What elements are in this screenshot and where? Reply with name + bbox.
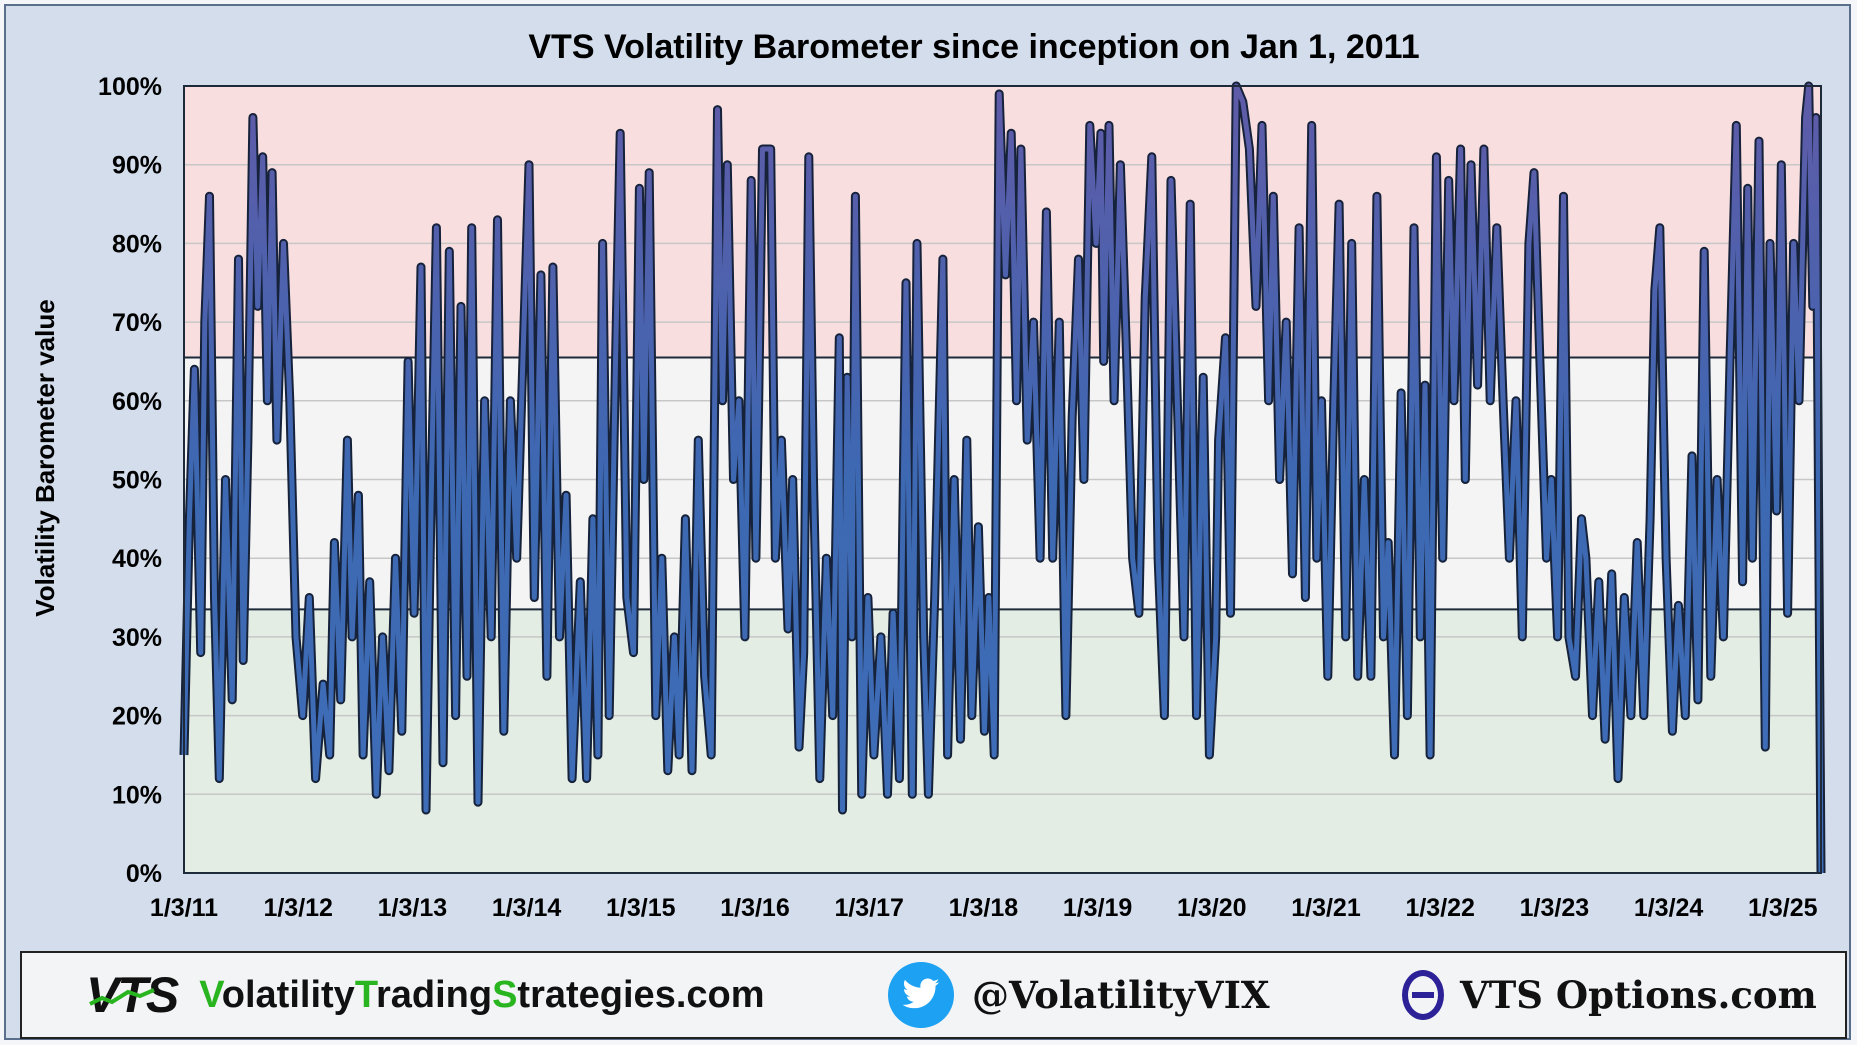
y-tick-label: 0%	[126, 860, 162, 888]
x-tick-label: 1/3/24	[1634, 894, 1704, 922]
y-tick-label: 40%	[112, 545, 162, 573]
x-tick-label: 1/3/11	[150, 894, 218, 922]
x-tick-label: 1/3/17	[834, 894, 904, 922]
twitter-bird-icon	[888, 962, 954, 1028]
x-tick-label: 1/3/20	[1177, 894, 1247, 922]
x-tick-label: 1/3/16	[720, 894, 790, 922]
y-tick-label: 80%	[112, 230, 162, 258]
x-tick-label: 1/3/18	[949, 894, 1019, 922]
x-tick-label: 1/3/21	[1291, 894, 1361, 922]
vts-logo-icon: VTS	[86, 967, 179, 1023]
site-brand[interactable]: VTS VolatilityTradingStrategies.com	[86, 953, 765, 1037]
x-tick-label: 1/3/23	[1520, 894, 1590, 922]
chart-frame: VTS Volatility Barometer since inception…	[4, 4, 1851, 1040]
twitter-link[interactable]: @VolatilityVIX	[888, 953, 1270, 1037]
x-tick-label: 1/3/22	[1405, 894, 1475, 922]
y-tick-label: 30%	[112, 624, 162, 652]
x-tick-label: 1/3/19	[1063, 894, 1133, 922]
options-link[interactable]: VTS Options.com	[1402, 953, 1817, 1037]
x-tick-label: 1/3/13	[378, 894, 448, 922]
theta-icon	[1402, 970, 1444, 1020]
x-tick-label: 1/3/25	[1748, 894, 1818, 922]
y-tick-label: 90%	[112, 152, 162, 180]
series-layer	[179, 81, 1826, 874]
x-tick-label: 1/3/14	[492, 894, 562, 922]
x-tick-label: 1/3/15	[606, 894, 676, 922]
footer-banner: VTS VolatilityTradingStrategies.com @Vol…	[20, 951, 1847, 1039]
y-tick-label: 70%	[112, 309, 162, 337]
plot-border	[183, 85, 1822, 874]
y-tick-label: 20%	[112, 703, 162, 731]
twitter-handle: @VolatilityVIX	[972, 973, 1270, 1017]
x-tick-labels: 1/3/11 1/3/12 1/3/13 1/3/14 1/3/15 1/3/16 1/3/…	[150, 894, 1818, 922]
chart: VTS Volatility Barometer since inception…	[30, 28, 1826, 922]
x-tick-label: 1/3/12	[263, 894, 333, 922]
y-tick-label: 100%	[98, 73, 162, 101]
y-axis-title: Volatility Barometer value	[30, 299, 60, 616]
site-link[interactable]: VolatilityTradingStrategies.com	[199, 973, 765, 1016]
chart-title: VTS Volatility Barometer since inception…	[528, 28, 1419, 66]
series-line-0	[181, 83, 1824, 874]
y-tick-label: 50%	[112, 467, 162, 495]
y-tick-label: 60%	[112, 388, 162, 416]
y-tick-labels: 0% 10% 20% 30% 40% 50% 60% 70% 80% 90% 100%	[98, 73, 162, 888]
options-site-text: VTS Options.com	[1460, 973, 1817, 1017]
y-tick-label: 10%	[112, 781, 162, 809]
